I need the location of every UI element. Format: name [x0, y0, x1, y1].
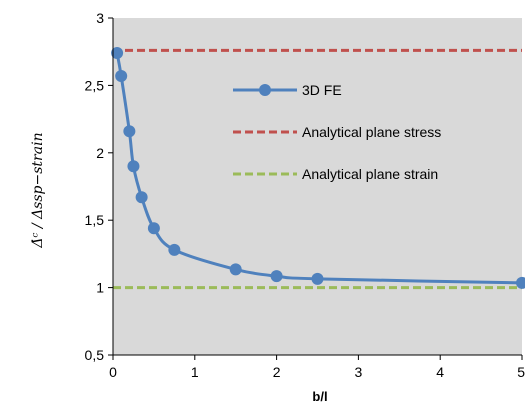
series-0-point [516, 276, 525, 289]
series-0-point [270, 270, 283, 283]
legend-item-0-label: 3D FE [302, 82, 342, 98]
x-axis-label: b/l [312, 389, 327, 404]
x-tick-label: 4 [436, 364, 444, 380]
axes: 0,5 1 1,5 2 2,5 3 0 1 2 3 4 5 [85, 10, 525, 380]
x-tick-label: 1 [191, 364, 199, 380]
y-tick-label: 0,5 [85, 347, 105, 363]
series-0-point [229, 263, 242, 276]
series-0-point [135, 191, 148, 204]
series-0-point [115, 69, 128, 82]
series-layer [111, 47, 525, 290]
x-tick-label: 5 [517, 364, 525, 380]
legend: 3D FE Analytical plane stress Analytical p… [233, 82, 441, 182]
series-0-point [127, 160, 140, 173]
legend-item-0-marker [259, 84, 271, 96]
y-axis-label: Δ̇ᶜ / Δssp−strain [30, 132, 46, 248]
y-tick-label: 1 [96, 280, 104, 296]
plot-area [113, 18, 522, 355]
series-0-point [168, 243, 181, 256]
x-tick-label: 0 [109, 364, 117, 380]
y-tick-label: 1,5 [85, 212, 105, 228]
series-0-point [123, 125, 136, 138]
y-tick-label: 2 [96, 145, 104, 161]
y-tick-label: 3 [96, 10, 104, 26]
series-0-point [311, 272, 324, 285]
series-0-point [147, 222, 160, 235]
y-tick-label: 2,5 [85, 77, 105, 93]
x-tick-label: 3 [355, 364, 363, 380]
legend-item-1-label: Analytical plane stress [302, 124, 441, 140]
x-tick-label: 2 [273, 364, 281, 380]
legend-item-2-label: Analytical plane strain [302, 166, 438, 182]
series-0-point [111, 47, 124, 60]
